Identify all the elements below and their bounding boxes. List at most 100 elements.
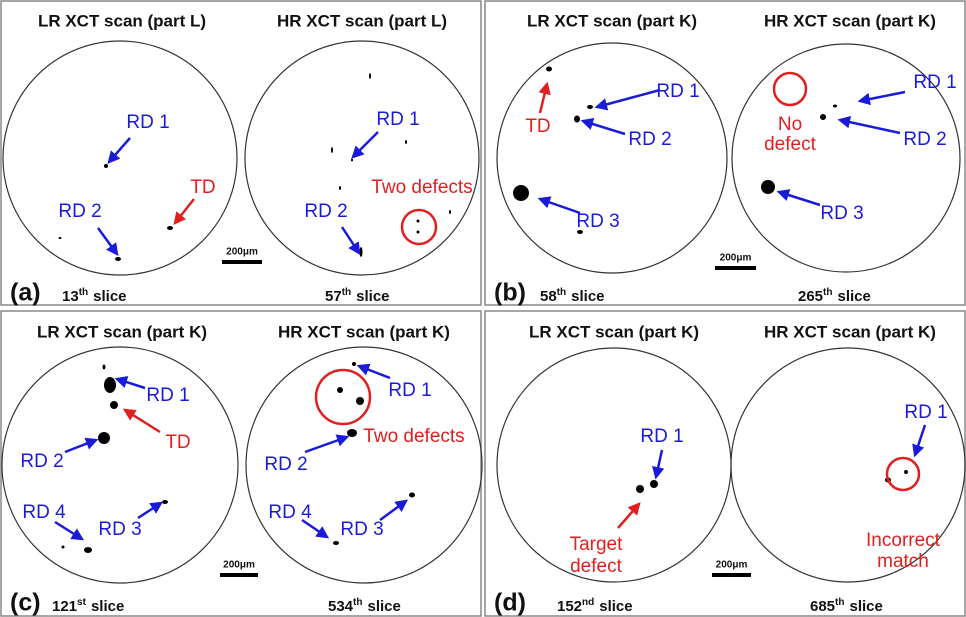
arrow xyxy=(860,92,905,101)
scale-bar xyxy=(220,573,258,577)
scale-bar xyxy=(222,260,262,264)
annotation: No xyxy=(778,114,802,135)
defect xyxy=(337,387,343,393)
defect xyxy=(84,547,92,553)
slice-word: slice xyxy=(599,598,632,615)
arrow xyxy=(175,199,194,223)
panel-label: (a) xyxy=(10,279,41,307)
annotation: RD 2 xyxy=(304,201,347,222)
scale-bar-label: 200μm xyxy=(223,560,255,571)
defect xyxy=(98,432,110,444)
slice-suffix: th xyxy=(79,287,88,298)
arrow xyxy=(342,227,359,253)
arrow xyxy=(65,440,96,452)
defect xyxy=(103,365,106,370)
defect xyxy=(409,493,415,498)
defect xyxy=(360,247,363,257)
slice-label: 58thslice xyxy=(540,287,605,305)
defect xyxy=(513,185,529,201)
annotation: TD xyxy=(525,116,550,137)
scale-bar xyxy=(712,573,751,577)
scan-title: HR XCT scan (part K) xyxy=(764,11,936,30)
arrow xyxy=(98,228,117,254)
scan-title: HR XCT scan (part K) xyxy=(278,322,450,341)
annotation: RD 2 xyxy=(58,201,101,222)
defect xyxy=(104,164,108,168)
arrow xyxy=(353,132,378,157)
arrow xyxy=(779,192,820,205)
annotation: RD 3 xyxy=(576,211,619,232)
slice-number: 13 xyxy=(62,288,79,305)
annotation: RD 2 xyxy=(20,451,63,472)
annotation: Incorrect xyxy=(866,530,941,551)
slice-number: 121 xyxy=(52,598,77,615)
scan-title: LR XCT scan (part K) xyxy=(527,11,697,30)
slice-suffix: st xyxy=(77,597,87,608)
defect xyxy=(352,362,356,366)
slice-word: slice xyxy=(91,598,124,615)
slice-word: slice xyxy=(356,288,389,305)
defect xyxy=(115,257,121,261)
arrow xyxy=(125,410,160,432)
slice-number: 58 xyxy=(540,288,557,305)
scan-title: HR XCT scan (part K) xyxy=(764,322,936,341)
slice-number: 534 xyxy=(328,598,354,615)
arrow xyxy=(380,501,406,520)
slice-label: 121stslice xyxy=(52,597,124,615)
panel-label: (c) xyxy=(10,589,41,617)
annotation: RD 1 xyxy=(904,402,947,423)
scale-bar-label: 200μm xyxy=(720,253,752,264)
annotation: match xyxy=(877,551,929,572)
defect xyxy=(574,116,580,123)
defect xyxy=(333,541,339,545)
scan-circle xyxy=(245,41,479,275)
scan-title: LR XCT scan (part L) xyxy=(38,11,206,30)
annotation: RD 2 xyxy=(903,129,946,150)
defect xyxy=(104,377,116,393)
slice-number: 265 xyxy=(798,288,823,305)
arrow xyxy=(583,121,625,134)
defect xyxy=(369,73,371,79)
scan-title: LR XCT scan (part K) xyxy=(529,322,699,341)
defect xyxy=(405,140,407,144)
defect xyxy=(339,186,341,190)
defect xyxy=(636,485,644,493)
slice-number: 152 xyxy=(557,598,582,615)
annotation: RD 1 xyxy=(656,81,699,102)
arrow xyxy=(55,522,82,539)
panel-label: (b) xyxy=(494,279,526,307)
scale-bar-label: 200μm xyxy=(226,247,258,258)
slice-suffix: nd xyxy=(582,597,594,608)
defect xyxy=(356,397,364,405)
scan-title: LR XCT scan (part K) xyxy=(37,322,207,341)
defect xyxy=(162,500,168,504)
defect xyxy=(167,226,173,230)
annotation: RD 4 xyxy=(22,502,66,523)
defect xyxy=(59,237,62,239)
figure: LR XCT scan (part L)HR XCT scan (part L)… xyxy=(0,0,966,617)
annotation: Target xyxy=(570,534,624,555)
scale-bar-label: 200μm xyxy=(716,560,748,571)
arrow xyxy=(359,366,390,378)
defect xyxy=(761,180,775,194)
highlight-ring xyxy=(887,458,919,490)
annotation: RD 1 xyxy=(126,112,169,133)
annotation: RD 3 xyxy=(98,519,141,540)
slice-number: 685 xyxy=(810,598,835,615)
annotation: RD 1 xyxy=(913,72,956,93)
annotation: RD 2 xyxy=(264,454,307,475)
defect xyxy=(417,220,420,223)
defect xyxy=(904,470,908,474)
arrow xyxy=(540,84,547,113)
scan-circle xyxy=(3,41,237,275)
defect xyxy=(587,105,593,109)
annotation: RD 1 xyxy=(388,380,431,401)
annotation: RD 4 xyxy=(268,502,312,523)
frame xyxy=(1,1,481,305)
annotation: defect xyxy=(570,556,622,577)
slice-word: slice xyxy=(571,288,604,305)
defect xyxy=(650,480,658,488)
annotation: RD 1 xyxy=(640,426,683,447)
